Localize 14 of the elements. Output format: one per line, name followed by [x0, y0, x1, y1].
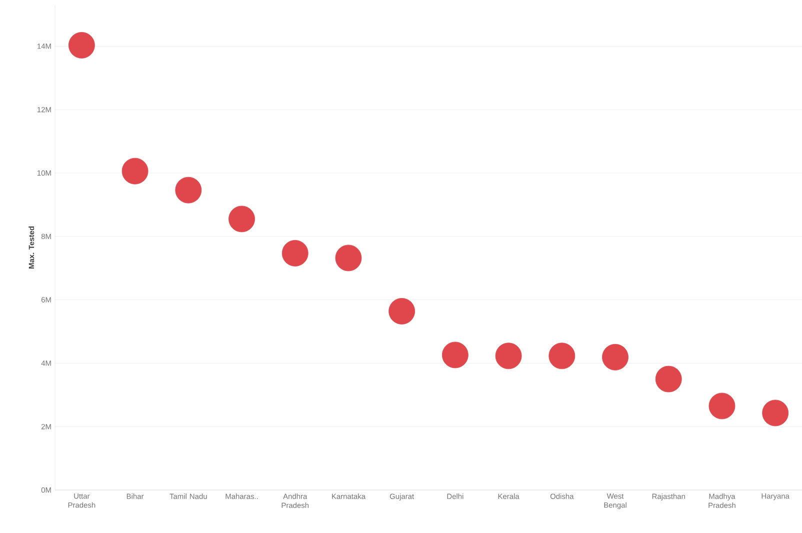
point: [335, 244, 362, 272]
point: [122, 158, 148, 184]
point: [388, 298, 416, 324]
point: [762, 400, 789, 426]
point: [708, 392, 736, 420]
point: [602, 344, 628, 370]
point: [442, 342, 468, 368]
point: [228, 206, 255, 232]
point: [548, 342, 576, 370]
point: [282, 240, 308, 266]
point: [68, 32, 95, 58]
point: [495, 342, 522, 370]
point: [175, 176, 202, 204]
point: [655, 366, 682, 392]
